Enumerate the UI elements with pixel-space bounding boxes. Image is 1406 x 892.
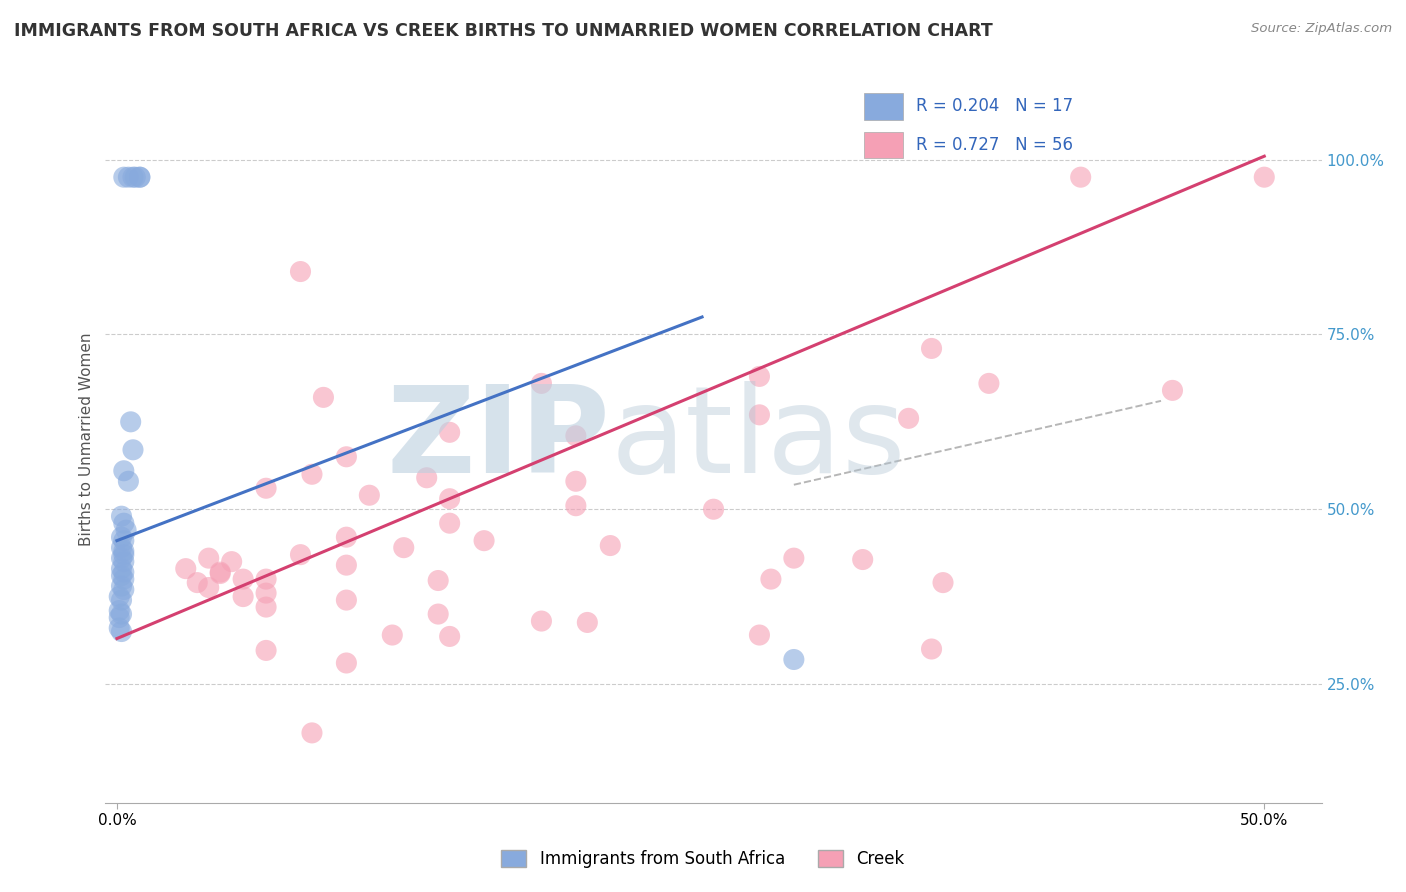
Point — [108, 610, 131, 624]
Point — [748, 628, 770, 642]
Point — [112, 544, 135, 558]
Point — [254, 572, 277, 586]
Point — [209, 566, 232, 581]
Point — [110, 624, 132, 639]
Point — [174, 561, 197, 575]
Point — [977, 376, 1000, 391]
Point — [112, 582, 135, 597]
Point — [232, 590, 254, 604]
Point — [122, 170, 145, 185]
Point — [599, 539, 621, 553]
Point — [759, 572, 782, 586]
Point — [110, 593, 132, 607]
Point — [301, 467, 323, 482]
Point — [565, 429, 588, 443]
Point — [197, 551, 219, 566]
Legend: Immigrants from South Africa, Creek: Immigrants from South Africa, Creek — [495, 843, 911, 875]
Point — [112, 565, 135, 579]
Point — [122, 442, 145, 457]
Point — [439, 425, 461, 440]
Point — [359, 488, 381, 502]
Point — [530, 614, 553, 628]
Point — [335, 558, 357, 573]
Point — [439, 491, 461, 506]
Point — [110, 561, 132, 575]
Point — [254, 643, 277, 657]
Point — [112, 516, 135, 531]
Point — [415, 471, 437, 485]
Point — [290, 264, 312, 278]
Point — [124, 170, 146, 185]
Point — [392, 541, 415, 555]
Point — [108, 603, 131, 617]
Point — [112, 572, 135, 586]
Point — [186, 575, 208, 590]
Point — [110, 551, 132, 566]
Point — [108, 590, 131, 604]
Point — [254, 481, 277, 495]
Point — [232, 572, 254, 586]
Point — [702, 502, 725, 516]
Point — [932, 575, 955, 590]
Point — [335, 530, 357, 544]
Text: IMMIGRANTS FROM SOUTH AFRICA VS CREEK BIRTHS TO UNMARRIED WOMEN CORRELATION CHAR: IMMIGRANTS FROM SOUTH AFRICA VS CREEK BI… — [14, 22, 993, 40]
Point — [110, 579, 132, 593]
Point — [128, 170, 150, 185]
Point — [221, 555, 243, 569]
Point — [530, 376, 553, 391]
Point — [110, 607, 132, 621]
Point — [897, 411, 920, 425]
Point — [439, 516, 461, 531]
Point — [290, 548, 312, 562]
Point — [427, 574, 450, 588]
Point — [108, 621, 131, 635]
Point — [301, 726, 323, 740]
Point — [921, 642, 943, 657]
Point — [110, 509, 132, 524]
Point — [565, 499, 588, 513]
Text: atlas: atlas — [610, 381, 905, 498]
Point — [254, 600, 277, 615]
Point — [112, 548, 135, 562]
Point — [427, 607, 450, 621]
Point — [115, 523, 138, 537]
Point — [312, 390, 335, 404]
Point — [112, 464, 135, 478]
Point — [921, 342, 943, 356]
Point — [748, 408, 770, 422]
Point — [852, 552, 875, 566]
Point — [117, 170, 139, 185]
Point — [1161, 384, 1184, 398]
Point — [335, 593, 357, 607]
Point — [381, 628, 404, 642]
Point — [565, 475, 588, 489]
Point — [1070, 170, 1092, 185]
Point — [112, 533, 135, 548]
Point — [1253, 170, 1275, 185]
Point — [112, 170, 135, 185]
Point — [576, 615, 599, 630]
Point — [117, 475, 139, 489]
Point — [110, 530, 132, 544]
Point — [110, 568, 132, 582]
Point — [472, 533, 495, 548]
Text: Source: ZipAtlas.com: Source: ZipAtlas.com — [1251, 22, 1392, 36]
Point — [335, 656, 357, 670]
Y-axis label: Births to Unmarried Women: Births to Unmarried Women — [79, 333, 94, 546]
Point — [783, 551, 806, 566]
Point — [112, 555, 135, 569]
Point — [197, 581, 219, 595]
Point — [209, 565, 232, 579]
Point — [335, 450, 357, 464]
Point — [783, 652, 806, 666]
Point — [128, 170, 150, 185]
Point — [254, 586, 277, 600]
Point — [120, 415, 142, 429]
Point — [110, 541, 132, 555]
Point — [439, 629, 461, 643]
Text: ZIP: ZIP — [387, 381, 610, 498]
Point — [748, 369, 770, 384]
